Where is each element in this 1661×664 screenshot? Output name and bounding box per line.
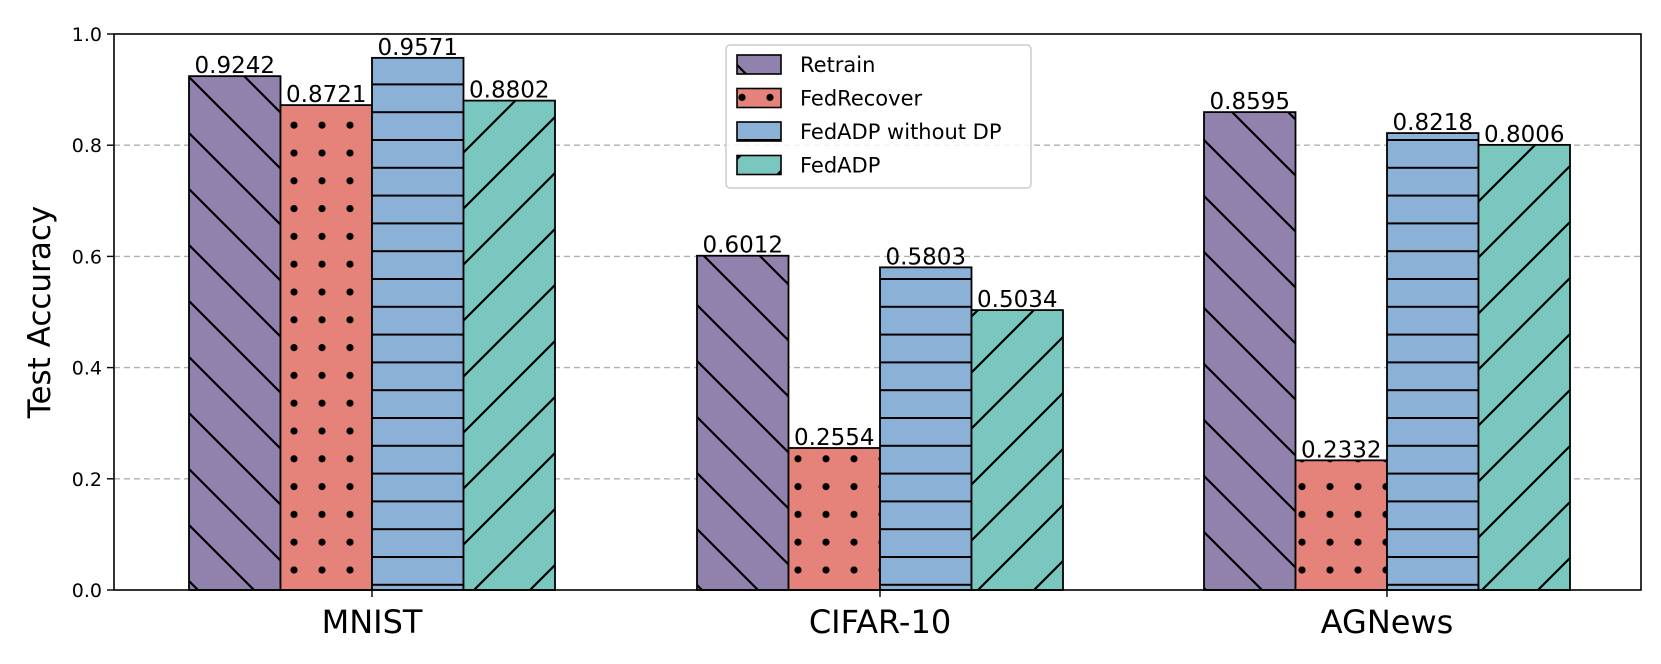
x-axis-ticks: MNIST CIFAR-10 AGNews [322, 590, 1454, 641]
bar-value-label: 0.9242 [195, 53, 275, 79]
bars [188, 56, 1571, 591]
bar [696, 254, 790, 591]
y-tick-label: 1.0 [72, 24, 102, 46]
bar [879, 266, 973, 591]
y-tick-label: 0.0 [72, 580, 102, 602]
bar-value-label: 0.2332 [1301, 437, 1381, 463]
x-tick-label: AGNews [1321, 603, 1454, 641]
legend-swatch [736, 154, 782, 176]
bar [970, 309, 1064, 591]
bar-value-label: 0.8802 [469, 78, 549, 104]
legend-label: FedADP without DP [800, 120, 1002, 144]
bar-value-label: 0.9571 [378, 35, 458, 61]
x-tick-label: MNIST [322, 603, 423, 641]
y-tick-label: 0.6 [72, 246, 102, 268]
legend-label: FedADP [800, 154, 880, 178]
legend-box [725, 44, 1032, 189]
y-tick-label: 0.4 [72, 358, 102, 380]
legend-swatch [736, 87, 782, 109]
bar-value-label: 0.2554 [794, 425, 874, 451]
y-tick-label: 0.8 [72, 135, 102, 157]
bar [1477, 143, 1571, 591]
plot-frame [113, 33, 1642, 591]
y-tick-label: 0.2 [72, 469, 102, 491]
bar-value-label: 0.8006 [1484, 122, 1564, 148]
bar [371, 56, 465, 591]
bar [787, 447, 881, 591]
y-axis-title: Test Accuracy [22, 206, 58, 419]
legend-label: FedRecover [800, 87, 922, 111]
bar [188, 75, 282, 591]
legend-label: Retrain [800, 53, 875, 77]
bar-value-label: 0.5803 [886, 244, 966, 270]
value-labels: 0.9242 0.8721 0.9571 0.8802 0.6012 0.2554 0.58… [195, 35, 1565, 463]
legend-swatch [736, 121, 782, 142]
bar-value-label: 0.8218 [1393, 110, 1473, 136]
bar [1386, 132, 1480, 591]
legend: Retrain FedRecover FedADP without DP FedADP [725, 44, 1032, 189]
legend-swatch [736, 54, 782, 75]
bar [279, 104, 373, 591]
bar [462, 99, 556, 591]
x-tick-label: CIFAR-10 [809, 603, 951, 641]
y-axis-ticks: 0.0 0.2 0.4 0.6 0.8 1.0 [72, 24, 114, 602]
bar [1203, 111, 1297, 591]
bar-value-label: 0.5034 [977, 287, 1057, 313]
bar [1294, 459, 1388, 591]
bar-value-label: 0.8595 [1210, 89, 1290, 115]
bar-value-label: 0.8721 [286, 82, 366, 108]
bar-value-label: 0.6012 [703, 233, 783, 259]
